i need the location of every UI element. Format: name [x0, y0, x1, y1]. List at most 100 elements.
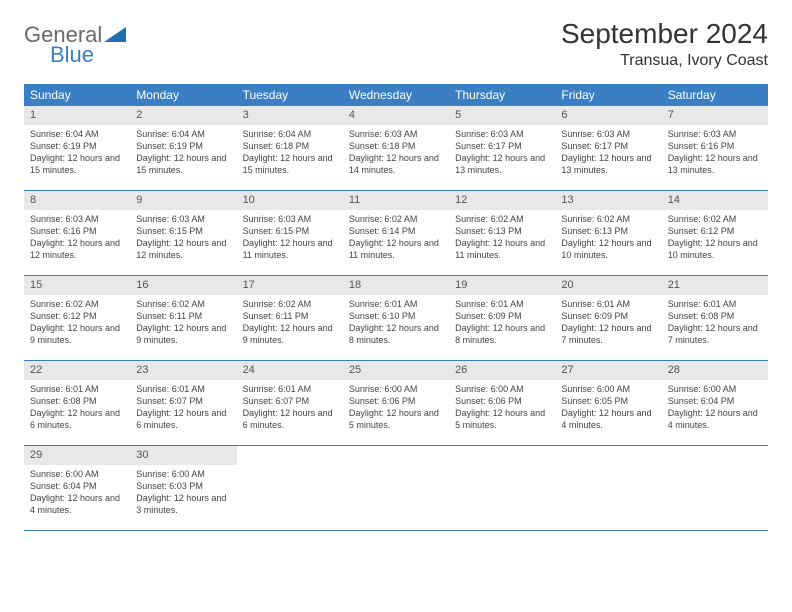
day-body: Sunrise: 6:01 AMSunset: 6:08 PMDaylight:… — [24, 380, 130, 438]
day-cell: 29Sunrise: 6:00 AMSunset: 6:04 PMDayligh… — [24, 446, 130, 530]
day-number: 30 — [130, 446, 236, 465]
sunset-line: Sunset: 6:09 PM — [455, 310, 549, 322]
sunrise-line: Sunrise: 6:03 AM — [668, 128, 762, 140]
day-number: 1 — [24, 106, 130, 125]
day-body: Sunrise: 6:03 AMSunset: 6:16 PMDaylight:… — [662, 125, 768, 183]
day-body: Sunrise: 6:03 AMSunset: 6:16 PMDaylight:… — [24, 210, 130, 268]
day-body: Sunrise: 6:00 AMSunset: 6:04 PMDaylight:… — [24, 465, 130, 523]
sunset-line: Sunset: 6:06 PM — [349, 395, 443, 407]
day-number: 25 — [343, 361, 449, 380]
day-cell: 2Sunrise: 6:04 AMSunset: 6:19 PMDaylight… — [130, 106, 236, 190]
week-row: 22Sunrise: 6:01 AMSunset: 6:08 PMDayligh… — [24, 361, 768, 446]
daylight-line: Daylight: 12 hours and 15 minutes. — [243, 152, 337, 176]
sunrise-line: Sunrise: 6:01 AM — [455, 298, 549, 310]
calendar: Sunday Monday Tuesday Wednesday Thursday… — [24, 84, 768, 531]
sunset-line: Sunset: 6:12 PM — [668, 225, 762, 237]
sunrise-line: Sunrise: 6:01 AM — [561, 298, 655, 310]
day-body: Sunrise: 6:02 AMSunset: 6:11 PMDaylight:… — [237, 295, 343, 353]
daylight-line: Daylight: 12 hours and 7 minutes. — [561, 322, 655, 346]
sunset-line: Sunset: 6:08 PM — [30, 395, 124, 407]
day-number: 22 — [24, 361, 130, 380]
sunrise-line: Sunrise: 6:01 AM — [30, 383, 124, 395]
day-cell: 15Sunrise: 6:02 AMSunset: 6:12 PMDayligh… — [24, 276, 130, 360]
day-number: 11 — [343, 191, 449, 210]
day-cell: 11Sunrise: 6:02 AMSunset: 6:14 PMDayligh… — [343, 191, 449, 275]
sunset-line: Sunset: 6:11 PM — [136, 310, 230, 322]
day-cell: 17Sunrise: 6:02 AMSunset: 6:11 PMDayligh… — [237, 276, 343, 360]
daylight-line: Daylight: 12 hours and 13 minutes. — [561, 152, 655, 176]
daylight-line: Daylight: 12 hours and 12 minutes. — [136, 237, 230, 261]
sunrise-line: Sunrise: 6:01 AM — [668, 298, 762, 310]
day-body: Sunrise: 6:01 AMSunset: 6:07 PMDaylight:… — [130, 380, 236, 438]
daylight-line: Daylight: 12 hours and 15 minutes. — [136, 152, 230, 176]
day-number: 8 — [24, 191, 130, 210]
daylight-line: Daylight: 12 hours and 11 minutes. — [349, 237, 443, 261]
day-cell: 28Sunrise: 6:00 AMSunset: 6:04 PMDayligh… — [662, 361, 768, 445]
sunset-line: Sunset: 6:11 PM — [243, 310, 337, 322]
sunrise-line: Sunrise: 6:01 AM — [243, 383, 337, 395]
day-body: Sunrise: 6:00 AMSunset: 6:03 PMDaylight:… — [130, 465, 236, 523]
day-body: Sunrise: 6:04 AMSunset: 6:19 PMDaylight:… — [24, 125, 130, 183]
day-header-saturday: Saturday — [662, 84, 768, 106]
day-cell: 1Sunrise: 6:04 AMSunset: 6:19 PMDaylight… — [24, 106, 130, 190]
sunset-line: Sunset: 6:16 PM — [668, 140, 762, 152]
sunrise-line: Sunrise: 6:04 AM — [243, 128, 337, 140]
day-cell: 7Sunrise: 6:03 AMSunset: 6:16 PMDaylight… — [662, 106, 768, 190]
sunrise-line: Sunrise: 6:03 AM — [243, 213, 337, 225]
day-body: Sunrise: 6:02 AMSunset: 6:13 PMDaylight:… — [555, 210, 661, 268]
sunset-line: Sunset: 6:15 PM — [136, 225, 230, 237]
sunset-line: Sunset: 6:05 PM — [561, 395, 655, 407]
day-body: Sunrise: 6:00 AMSunset: 6:05 PMDaylight:… — [555, 380, 661, 438]
logo: General Blue — [24, 18, 126, 68]
day-body: Sunrise: 6:01 AMSunset: 6:08 PMDaylight:… — [662, 295, 768, 353]
sunset-line: Sunset: 6:16 PM — [30, 225, 124, 237]
day-cell: .. — [662, 446, 768, 530]
day-body: Sunrise: 6:02 AMSunset: 6:12 PMDaylight:… — [24, 295, 130, 353]
day-number: 2 — [130, 106, 236, 125]
sunset-line: Sunset: 6:14 PM — [349, 225, 443, 237]
daylight-line: Daylight: 12 hours and 6 minutes. — [136, 407, 230, 431]
day-cell: .. — [343, 446, 449, 530]
day-cell: 16Sunrise: 6:02 AMSunset: 6:11 PMDayligh… — [130, 276, 236, 360]
month-title: September 2024 — [561, 18, 768, 50]
daylight-line: Daylight: 12 hours and 6 minutes. — [243, 407, 337, 431]
sunset-line: Sunset: 6:13 PM — [561, 225, 655, 237]
day-number: 17 — [237, 276, 343, 295]
daylight-line: Daylight: 12 hours and 8 minutes. — [349, 322, 443, 346]
sunset-line: Sunset: 6:19 PM — [30, 140, 124, 152]
sunset-line: Sunset: 6:10 PM — [349, 310, 443, 322]
sunset-line: Sunset: 6:19 PM — [136, 140, 230, 152]
daylight-line: Daylight: 12 hours and 12 minutes. — [30, 237, 124, 261]
day-body: Sunrise: 6:00 AMSunset: 6:06 PMDaylight:… — [449, 380, 555, 438]
day-number: 12 — [449, 191, 555, 210]
sunset-line: Sunset: 6:04 PM — [30, 480, 124, 492]
sunset-line: Sunset: 6:07 PM — [136, 395, 230, 407]
sunrise-line: Sunrise: 6:00 AM — [349, 383, 443, 395]
daylight-line: Daylight: 12 hours and 13 minutes. — [668, 152, 762, 176]
day-body: Sunrise: 6:00 AMSunset: 6:04 PMDaylight:… — [662, 380, 768, 438]
sunrise-line: Sunrise: 6:03 AM — [455, 128, 549, 140]
sunrise-line: Sunrise: 6:02 AM — [243, 298, 337, 310]
day-cell: 5Sunrise: 6:03 AMSunset: 6:17 PMDaylight… — [449, 106, 555, 190]
daylight-line: Daylight: 12 hours and 7 minutes. — [668, 322, 762, 346]
sunrise-line: Sunrise: 6:00 AM — [136, 468, 230, 480]
day-number: 13 — [555, 191, 661, 210]
sunrise-line: Sunrise: 6:00 AM — [668, 383, 762, 395]
day-number: 24 — [237, 361, 343, 380]
day-number: 4 — [343, 106, 449, 125]
daylight-line: Daylight: 12 hours and 10 minutes. — [561, 237, 655, 261]
sunrise-line: Sunrise: 6:01 AM — [349, 298, 443, 310]
day-cell: 4Sunrise: 6:03 AMSunset: 6:18 PMDaylight… — [343, 106, 449, 190]
daylight-line: Daylight: 12 hours and 9 minutes. — [136, 322, 230, 346]
sunset-line: Sunset: 6:08 PM — [668, 310, 762, 322]
sunrise-line: Sunrise: 6:00 AM — [455, 383, 549, 395]
sunset-line: Sunset: 6:04 PM — [668, 395, 762, 407]
sunset-line: Sunset: 6:17 PM — [561, 140, 655, 152]
daylight-line: Daylight: 12 hours and 8 minutes. — [455, 322, 549, 346]
day-header-wednesday: Wednesday — [343, 84, 449, 106]
day-header-friday: Friday — [555, 84, 661, 106]
sunrise-line: Sunrise: 6:00 AM — [30, 468, 124, 480]
week-row: 8Sunrise: 6:03 AMSunset: 6:16 PMDaylight… — [24, 191, 768, 276]
sunrise-line: Sunrise: 6:02 AM — [30, 298, 124, 310]
day-body: Sunrise: 6:03 AMSunset: 6:17 PMDaylight:… — [555, 125, 661, 183]
